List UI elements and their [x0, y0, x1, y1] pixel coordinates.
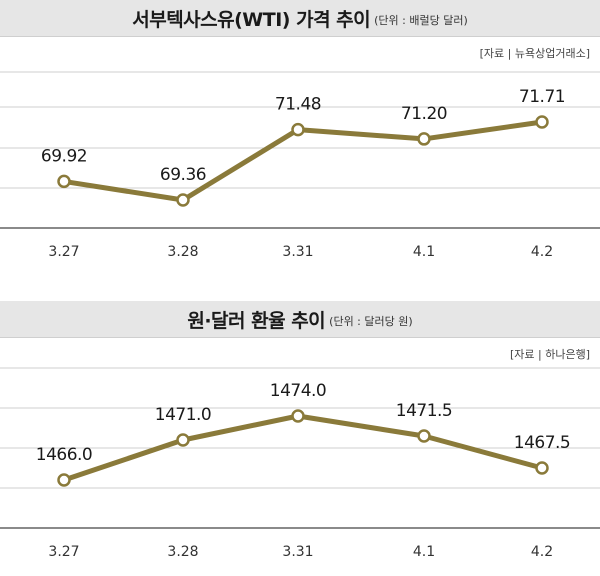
wti-data-label: 69.36 [160, 165, 206, 185]
wti-data-point [417, 132, 431, 146]
fx-data-label: 1471.5 [396, 401, 452, 421]
wti-chart-unit: (단위 : 배럴당 달러) [374, 14, 468, 27]
fx-x-tick-label: 4.2 [531, 544, 553, 560]
fx-data-point [57, 473, 71, 487]
fx-x-tick-label: 4.1 [413, 544, 435, 560]
fx-data-point [291, 409, 305, 423]
fx-title-bar: 원·달러 환율 추이 (단위 : 달러당 원) [0, 301, 600, 338]
fx-x-tick-label: 3.28 [167, 544, 198, 560]
fx-data-label: 1474.0 [270, 381, 326, 401]
fx-line-chart: 1466.0 3.27 1471.0 3.28 1474.0 3.31 1471.5 4.1 1… [0, 367, 600, 560]
fx-data-label: 1471.0 [155, 405, 211, 425]
wti-title-bar: 서부텍사스유(WTI) 가격 추이 (단위 : 배럴당 달러) [0, 0, 600, 37]
wti-data-point [291, 122, 305, 137]
wti-data-point [57, 174, 71, 189]
fx-data-label: 1466.0 [36, 445, 92, 465]
fx-data-point [417, 429, 431, 443]
wti-data-point [535, 115, 549, 129]
fx-data-point [535, 461, 549, 475]
wti-data-point [176, 193, 190, 207]
fx-source-note: [자료 | 하나은행] [509, 348, 590, 361]
wti-source-note: [자료 | 뉴욕상업거래소] [479, 47, 590, 60]
wti-data-label: 71.48 [275, 95, 321, 115]
fx-chart-unit: (단위 : 달러당 원) [329, 315, 413, 328]
wti-data-label: 71.71 [519, 87, 565, 107]
wti-x-tick-label: 3.28 [167, 244, 198, 260]
fx-chart-title: 원·달러 환율 추이 [187, 309, 326, 332]
wti-chart-title: 서부텍사스유(WTI) 가격 추이 [132, 8, 371, 31]
wti-data-label: 69.92 [41, 146, 87, 166]
wti-line-chart: 69.92 3.27 69.36 3.28 71.48 3.31 71.20 4.1 71.71… [0, 71, 600, 260]
fx-data-point [176, 433, 190, 447]
fx-data-label: 1467.5 [514, 433, 570, 453]
wti-x-tick-label: 3.31 [282, 244, 313, 260]
wti-data-label: 71.20 [401, 104, 447, 124]
fx-x-tick-label: 3.31 [282, 544, 313, 560]
wti-x-tick-label: 3.27 [48, 244, 79, 260]
wti-x-tick-label: 4.1 [413, 244, 435, 260]
wti-x-tick-label: 4.2 [531, 244, 553, 260]
fx-x-tick-label: 3.27 [48, 544, 79, 560]
